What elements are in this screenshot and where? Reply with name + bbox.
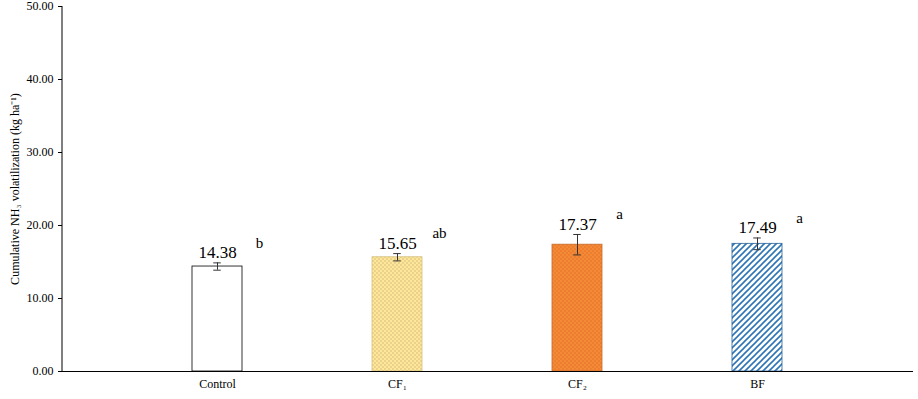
svg-text:10.00: 10.00 (27, 291, 54, 305)
svg-text:17.37: 17.37 (558, 215, 597, 234)
svg-text:ab: ab (432, 225, 446, 241)
svg-text:Cumulative NH₃ volatilization: Cumulative NH₃ volatilization (kg ha⁻¹) (8, 93, 22, 285)
svg-text:b: b (256, 235, 264, 251)
svg-text:17.49: 17.49 (738, 218, 776, 237)
svg-text:20.00: 20.00 (27, 218, 54, 232)
svg-text:a: a (796, 210, 803, 226)
svg-text:50.00: 50.00 (27, 0, 54, 13)
svg-text:CF₂: CF₂ (568, 377, 587, 391)
svg-text:Control: Control (199, 377, 236, 391)
svg-text:40.00: 40.00 (27, 72, 54, 86)
svg-text:BF: BF (750, 377, 765, 391)
svg-text:0.00: 0.00 (33, 364, 54, 378)
svg-text:a: a (616, 206, 623, 222)
svg-text:30.00: 30.00 (27, 145, 54, 159)
svg-text:CF₁: CF₁ (388, 377, 407, 391)
svg-text:15.65: 15.65 (378, 234, 416, 253)
svg-text:14.38: 14.38 (198, 243, 236, 262)
